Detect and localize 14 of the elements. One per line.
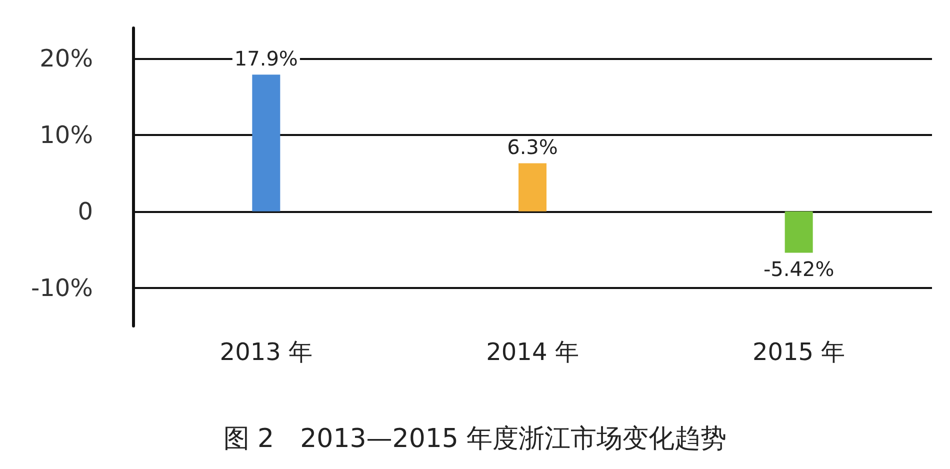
y-tick-label: 20%: [40, 44, 93, 73]
y-tick-label: 0: [78, 197, 93, 226]
data-label: 6.3%: [507, 135, 558, 160]
bar: [784, 211, 813, 253]
x-tick-label: 2013 年: [220, 338, 313, 366]
x-tick-label: 2015 年: [752, 338, 846, 366]
text: 图 2 2013—2015 年度浙江市场变化趋势: [223, 424, 727, 454]
data-label: -5.42%: [763, 256, 834, 281]
bar: [518, 163, 546, 212]
y-tick-label: -10%: [30, 274, 93, 302]
bar: [252, 74, 280, 212]
data-label: 17.9%: [234, 46, 298, 71]
x-tick-label: 2014 年: [486, 338, 579, 366]
y-tick-label: 10%: [40, 120, 93, 149]
